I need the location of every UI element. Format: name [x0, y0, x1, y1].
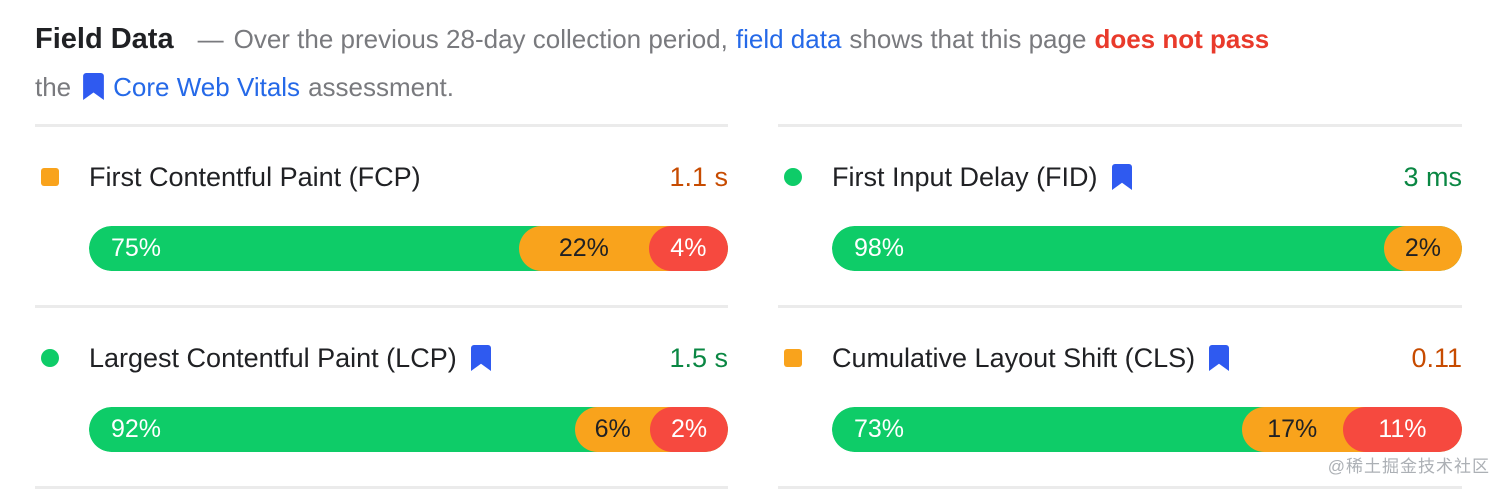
- divider: [35, 305, 728, 308]
- bar-segment-needs-improvement: [1383, 226, 1462, 271]
- bar-segment-poor: [648, 226, 728, 271]
- metric-card-cls: Cumulative Layout Shift (CLS) 0.11 73% 17…: [778, 305, 1462, 486]
- metric-value: 1.1 s: [669, 161, 728, 192]
- field-data-link[interactable]: field data: [735, 24, 842, 54]
- metric-lcp: Largest Contentful Paint (LCP) 1.5 s 92%…: [35, 308, 728, 452]
- metric-card-lcp: Largest Contentful Paint (LCP) 1.5 s 92%…: [35, 305, 728, 486]
- bar-segment-label: 22%: [558, 234, 609, 262]
- metric-title: First Contentful Paint (FCP): [89, 161, 421, 192]
- distribution-bar: 98% 2%: [832, 226, 1462, 271]
- distribution-bar: 92% 6% 2%: [89, 407, 728, 452]
- bar-segment-label: 98%: [854, 234, 905, 262]
- distribution-bar: 73% 17% 11%: [832, 407, 1462, 452]
- bar-segment-label: 75%: [111, 234, 162, 262]
- bar-segment-label: 73%: [854, 415, 905, 443]
- field-data-header: Field Data — Over the previous 28-day coll…: [35, 15, 1462, 111]
- metric-status-icon: [784, 349, 802, 367]
- header-assessment: assessment.: [308, 72, 455, 102]
- bookmark-icon: [83, 73, 105, 100]
- metric-card-fid: First Input Delay (FID) 3 ms 98% 2%: [778, 124, 1462, 305]
- core-web-vitals-link[interactable]: Core Web Vitals: [113, 72, 301, 102]
- header-line-1: Field Data — Over the previous 28-day coll…: [35, 15, 1462, 63]
- metric-header: First Input Delay (FID) 3 ms: [778, 158, 1462, 196]
- bookmark-icon: [1209, 345, 1230, 371]
- bar-segment-poor: [650, 407, 728, 452]
- divider: [35, 486, 728, 489]
- divider: [35, 124, 728, 127]
- metric-value: 1.5 s: [669, 342, 728, 373]
- metric-value: 3 ms: [1403, 161, 1462, 192]
- bar-segment-good: [832, 226, 1462, 271]
- bar-segment-label: 17%: [1267, 415, 1318, 443]
- divider: [778, 305, 1462, 308]
- metric-title: Cumulative Layout Shift (CLS): [832, 342, 1196, 373]
- metric-header: Largest Contentful Paint (LCP) 1.5 s: [35, 339, 728, 377]
- bar-segment-label: 2%: [1404, 234, 1441, 262]
- metric-status-icon: [41, 349, 59, 367]
- metric-header: First Contentful Paint (FCP) 1.1 s: [35, 158, 728, 196]
- metric-title: Largest Contentful Paint (LCP): [89, 342, 457, 373]
- divider: [778, 486, 1462, 489]
- header-the: the: [35, 72, 72, 102]
- metric-fid: First Input Delay (FID) 3 ms 98% 2%: [778, 127, 1462, 271]
- does-not-pass-text: does not pass: [1094, 24, 1270, 54]
- bookmark-icon: [470, 345, 491, 371]
- header-desc-1: Over the previous 28-day collection peri…: [233, 24, 728, 54]
- metric-card-fcp: First Contentful Paint (FCP) 1.1 s 75% 22…: [35, 124, 728, 305]
- metrics-grid: First Contentful Paint (FCP) 1.1 s 75% 22…: [35, 124, 1462, 486]
- metric-fcp: First Contentful Paint (FCP) 1.1 s 75% 22…: [35, 127, 728, 271]
- bar-segment-label: 6%: [594, 415, 631, 443]
- bar-segment-label: 92%: [111, 415, 162, 443]
- bottom-dividers: [35, 486, 1462, 489]
- metric-status-icon: [784, 168, 802, 186]
- bookmark-icon: [1111, 164, 1132, 190]
- bar-segment-label: 4%: [670, 234, 707, 262]
- metric-title: First Input Delay (FID): [832, 161, 1098, 192]
- header-line-2: the Core Web Vitals assessment.: [35, 63, 1462, 111]
- bar-segment-poor: [1342, 407, 1462, 452]
- bar-segment-label: 2%: [670, 415, 708, 443]
- divider: [778, 124, 1462, 127]
- distribution-bar: 75% 22% 4%: [89, 226, 728, 271]
- bar-segment-label: 11%: [1378, 415, 1427, 443]
- metric-value: 0.11: [1411, 342, 1462, 373]
- header-desc-2: shows that this page: [849, 24, 1087, 54]
- metric-status-icon: [41, 168, 59, 186]
- metric-cls: Cumulative Layout Shift (CLS) 0.11 73% 17…: [778, 308, 1462, 452]
- section-title: Field Data: [35, 23, 174, 55]
- watermark: @稀土掘金技术社区: [1327, 457, 1490, 476]
- dash-separator: —: [197, 24, 224, 54]
- metric-header: Cumulative Layout Shift (CLS) 0.11: [778, 339, 1462, 377]
